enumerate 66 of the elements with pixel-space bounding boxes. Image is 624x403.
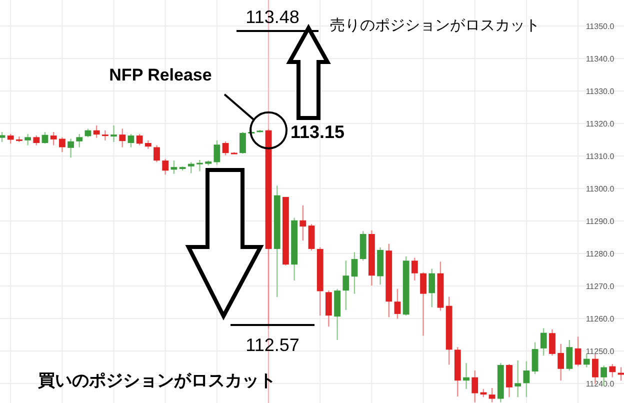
annotation: NFP Release [109, 65, 212, 84]
candlestick [540, 328, 547, 356]
annotation: 買いのポジションがロスカット [38, 371, 276, 390]
candlestick [128, 133, 134, 148]
candlestick [7, 133, 14, 144]
y-tick-label: 11330.0 [586, 87, 615, 96]
candlestick [50, 131, 57, 146]
candlestick [506, 363, 512, 398]
y-tick-label: 11260.0 [586, 314, 615, 324]
y-tick-label: 11240.0 [586, 380, 615, 388]
candlestick [42, 131, 48, 144]
candlestick [428, 268, 436, 308]
candlestick [609, 363, 616, 378]
annotation: 113.15 [290, 122, 345, 142]
candlestick [214, 140, 220, 166]
candlestick [24, 133, 31, 146]
candlestick [549, 328, 556, 356]
candlestick [583, 353, 590, 368]
candlestick [58, 136, 66, 153]
candlestick [566, 339, 573, 372]
candlestick [110, 124, 117, 143]
candlestick [308, 223, 315, 252]
candlestick [136, 133, 143, 146]
candlestick [240, 131, 246, 154]
candlestick [162, 158, 169, 176]
candlestick [351, 252, 358, 294]
candlestick [532, 342, 538, 375]
candlestick [394, 288, 401, 320]
y-tick-label: 11280.0 [586, 250, 615, 258]
candlestick [325, 290, 332, 328]
candlestick [523, 360, 530, 398]
annotation: 113.48 [236, 7, 319, 32]
candlestick [300, 204, 306, 242]
candlestick [0, 131, 6, 143]
candlestick [420, 272, 426, 336]
candlestick [514, 360, 522, 398]
y-tick-label: 11290.0 [586, 217, 615, 226]
candlestick [188, 162, 194, 174]
candlestick [93, 124, 100, 138]
candlestick [222, 140, 229, 156]
annotation: 売りのポジションがロスカット [330, 17, 540, 34]
annotation: 112.57 [246, 335, 300, 355]
annotation: 113.48 [246, 7, 300, 27]
annotation: 112.57 [230, 324, 315, 355]
candlestick [488, 387, 496, 403]
candlestick [463, 362, 470, 390]
candlestick [342, 260, 350, 311]
y-tick-label: 11310.0 [586, 152, 615, 161]
y-tick-label: 11270.0 [586, 282, 615, 291]
candlestick [196, 159, 203, 172]
y-tick-label: 11340.0 [586, 54, 615, 64]
y-tick-label: 11320.0 [586, 120, 615, 128]
y-tick-label: 11250.0 [586, 347, 615, 356]
candlestick [119, 128, 126, 148]
candlestick [472, 370, 478, 403]
y-tick-label: 11300.0 [586, 184, 615, 194]
candlestick [68, 138, 74, 158]
candlestick [33, 134, 40, 146]
candlestick [411, 257, 418, 282]
candlestick [574, 336, 582, 367]
candlestick [558, 343, 564, 382]
candlestick [170, 160, 178, 174]
y-tick-label: 11350.0 [586, 22, 615, 31]
candlestick [102, 130, 108, 141]
candlestick [76, 133, 83, 148]
candlestick [154, 144, 160, 163]
